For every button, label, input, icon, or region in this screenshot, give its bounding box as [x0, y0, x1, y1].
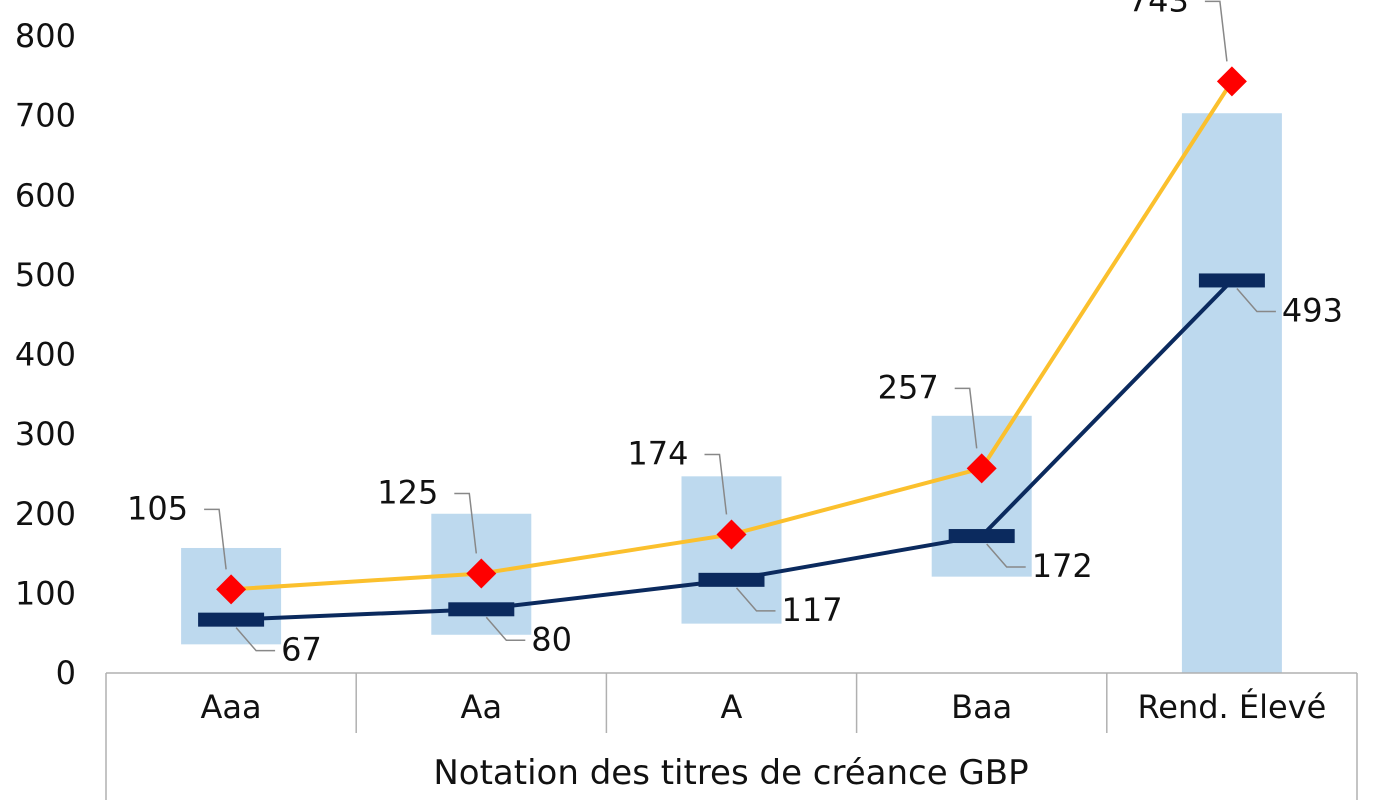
data-labels: 105 125 174 257 743 67 80 117 172 493 [127, 0, 1343, 669]
diamond-marker [466, 558, 497, 589]
category-label: Aa [461, 688, 503, 726]
label-leaders [204, 0, 1276, 652]
range-bar [681, 476, 782, 624]
data-label: 67 [281, 631, 322, 669]
category-label: Baa [951, 688, 1012, 726]
diamond-marker [966, 453, 997, 484]
range-bar [1181, 113, 1282, 673]
leader-line [986, 543, 1026, 568]
y-tick-label: 300 [15, 415, 76, 453]
leader-line [235, 627, 276, 652]
diamond-marker [1216, 66, 1247, 97]
data-label: 743 [1128, 0, 1189, 19]
range-bars [181, 113, 1282, 673]
dash-marker [1198, 273, 1265, 288]
dash-marker [198, 612, 265, 627]
diamond-marker [716, 519, 747, 550]
y-tick-label: 100 [15, 574, 76, 612]
leader-line [485, 616, 526, 642]
data-label: 174 [627, 434, 688, 472]
dash-marker [698, 572, 765, 587]
y-tick-label: 0 [56, 654, 76, 692]
y-tick-label: 400 [15, 336, 76, 374]
y-tick-label: 800 [15, 17, 76, 55]
category-label: Rend. Élevé [1137, 688, 1326, 726]
data-label: 105 [127, 489, 188, 527]
category-label: Aaa [201, 688, 262, 726]
series-markers [198, 66, 1265, 627]
dash-marker [448, 602, 515, 617]
y-tick-label: 200 [15, 495, 76, 533]
leader-line [704, 453, 728, 515]
y-tick-label: 600 [15, 176, 76, 214]
leader-line [204, 508, 227, 570]
range-bar [931, 415, 1032, 577]
data-label: 493 [1282, 291, 1343, 329]
leader-line [1204, 0, 1228, 62]
leader-line [1236, 287, 1276, 313]
y-tick-label: 500 [15, 256, 76, 294]
data-label: 257 [878, 368, 939, 406]
leader-line [735, 587, 776, 612]
diamond-marker [216, 574, 247, 605]
axis-frame [105, 672, 1358, 800]
leader-line [454, 492, 478, 554]
y-tick-label: 700 [15, 97, 76, 135]
y-axis-ticks: 0 100 200 300 400 500 600 700 800 [15, 17, 76, 692]
dash-marker [948, 529, 1015, 544]
data-label: 80 [531, 620, 572, 658]
leader-line [954, 387, 978, 449]
x-axis-categories: Aaa Aa A Baa Rend. Élevé [201, 688, 1327, 726]
category-label: A [721, 688, 743, 726]
data-label: 117 [782, 591, 843, 629]
data-label: 172 [1032, 547, 1093, 585]
data-label: 125 [377, 473, 438, 511]
x-axis-title: Notation des titres de créance GBP [433, 753, 1028, 793]
